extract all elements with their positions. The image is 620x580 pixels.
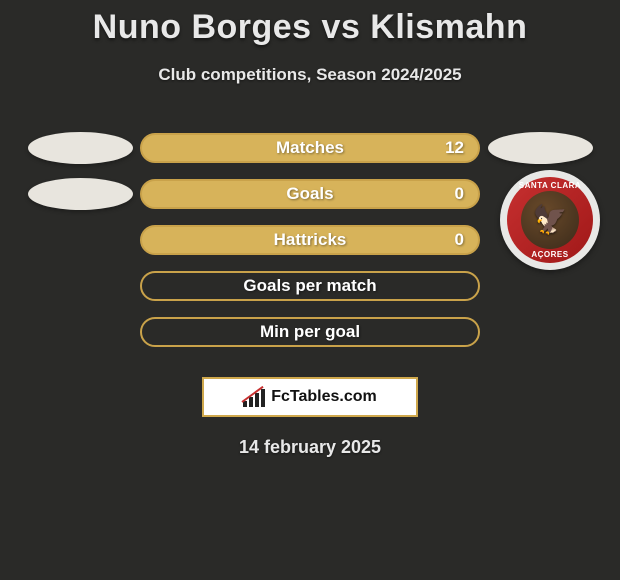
stat-value: 12	[445, 138, 464, 158]
stat-value: 0	[455, 184, 464, 204]
stat-label: Min per goal	[142, 322, 478, 342]
badge-outer-ring: SANTA CLARA 🦅 AÇORES	[500, 170, 600, 270]
player-avatar-placeholder	[28, 132, 133, 164]
right-player-slot	[480, 309, 600, 355]
stat-label: Hattricks	[142, 230, 478, 250]
player-avatar-placeholder	[28, 178, 133, 210]
stat-bar-shape: Hattricks0	[140, 225, 480, 255]
stat-label: Goals	[142, 184, 478, 204]
stat-bar-shape: Matches12	[140, 133, 480, 163]
stat-bar: Hattricks0	[140, 225, 480, 255]
stat-row: Matches12	[0, 125, 620, 171]
club-badge: SANTA CLARA 🦅 AÇORES	[500, 170, 600, 270]
badge-inner-disc: 🦅	[521, 191, 579, 249]
stat-bar: Min per goal	[140, 317, 480, 347]
stat-bar-shape: Goals per match	[140, 271, 480, 301]
left-player-slot	[20, 263, 140, 309]
stat-label: Matches	[142, 138, 478, 158]
page-title: Nuno Borges vs Klismahn	[0, 0, 620, 47]
badge-text-bottom: AÇORES	[507, 250, 593, 259]
stat-label: Goals per match	[142, 276, 478, 296]
logo-text: FcTables.com	[271, 388, 377, 406]
stat-bar: Goals per match	[140, 271, 480, 301]
page-subtitle: Club competitions, Season 2024/2025	[0, 65, 620, 85]
fctables-logo: FcTables.com	[202, 377, 418, 417]
logo-chart-icon	[243, 387, 265, 407]
left-player-slot	[20, 309, 140, 355]
stat-bar: Matches12	[140, 133, 480, 163]
stat-bar-shape: Goals0	[140, 179, 480, 209]
stat-bar: Goals0	[140, 179, 480, 209]
left-player-slot	[20, 217, 140, 263]
comparison-date: 14 february 2025	[0, 437, 620, 458]
badge-text-top: SANTA CLARA	[507, 181, 593, 190]
right-player-slot	[480, 125, 600, 171]
badge-color-ring: SANTA CLARA 🦅 AÇORES	[507, 177, 593, 263]
player-avatar-placeholder	[488, 132, 593, 164]
stat-row: Min per goal	[0, 309, 620, 355]
stat-value: 0	[455, 230, 464, 250]
eagle-icon: 🦅	[533, 206, 568, 234]
stat-bar-shape: Min per goal	[140, 317, 480, 347]
left-player-slot	[20, 171, 140, 217]
left-player-slot	[20, 125, 140, 171]
